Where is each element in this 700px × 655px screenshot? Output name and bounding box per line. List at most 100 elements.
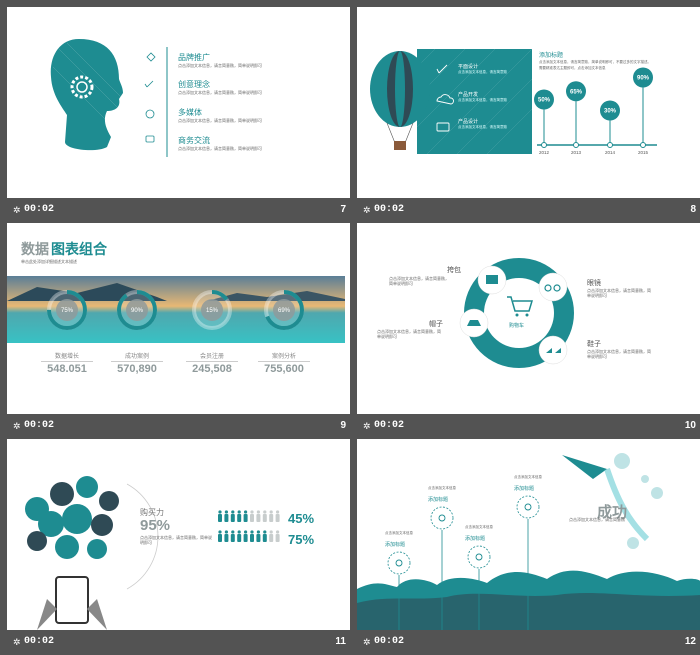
gear-icon xyxy=(70,75,94,99)
slide11-title: 购买力 xyxy=(140,508,164,517)
person-icon-head xyxy=(263,510,267,514)
slide-12-panel[interactable]: 成功 点击添加文本信息，请言简意赅 添加标题 点击添加文本信息 添加标题 点击添加文本… xyxy=(357,439,700,655)
feature-title-3: 产品设计 xyxy=(458,119,479,125)
timeline-value-bubble xyxy=(633,67,653,88)
slide-11-panel[interactable]: 购买力 95% 点击添加文本信息，请言简意赅，简单说明即可 45% 75% ✲ … xyxy=(7,439,350,655)
slide-7: 品牌推广 点击添加文本信息，请言简意赅，简单说明即可 创意理念 点击添加文本信息… xyxy=(7,7,350,198)
timeline-value-label: 65% xyxy=(570,89,583,95)
person-icon xyxy=(218,514,222,522)
star-transition-icon: ✲ xyxy=(13,421,21,431)
person-icon xyxy=(243,534,248,542)
slide7-item-desc-3: 点击添加文本信息，请言简意赅，简单说明即可 xyxy=(178,118,262,123)
slide-10: 购物车 挎包 点击添加文本信息，请言简意赅，简单说明即可 眼镜 点击添加文本信息… xyxy=(357,223,700,414)
cart-item-desc-2: 点击添加文本信息，请言简意赅，简单说明即可 xyxy=(587,288,651,298)
person-icon-head xyxy=(263,530,267,534)
shoes-icon-bubble xyxy=(538,335,568,365)
person-icon xyxy=(269,534,274,542)
star-transition-icon: ✲ xyxy=(363,205,371,215)
progress-ring-fill xyxy=(47,290,87,330)
timeline-value-bubble xyxy=(600,100,620,121)
hand-tablet-illustration xyxy=(37,576,107,630)
cart-diagram xyxy=(459,258,574,368)
person-icon-head xyxy=(237,530,241,534)
timeline-node xyxy=(573,142,579,148)
inner-circle xyxy=(484,278,554,348)
star-transition-icon: ✲ xyxy=(363,637,371,647)
slide9-title-main: 图表组合 xyxy=(51,241,107,257)
person-icon xyxy=(256,514,261,522)
slide8-graphics: 50% 2012 65% 2013 30% 2014 90% 2015 xyxy=(370,48,657,155)
slide-8-panel[interactable]: 50% 2012 65% 2013 30% 2014 90% 2015 平面设计 点击添加文本… xyxy=(357,7,700,223)
stat-label: 会员注册 xyxy=(199,354,224,360)
progress-ring-label: 15% xyxy=(206,308,219,314)
progress-ring-fill xyxy=(192,290,232,330)
slide-8-number: 8 xyxy=(690,204,696,215)
chat-icon xyxy=(145,135,155,143)
bulb-icon xyxy=(146,52,156,62)
icon-bubble-cluster xyxy=(25,476,119,559)
timeline-node xyxy=(541,142,547,148)
slide-7-panel[interactable]: 品牌推广 点击添加文本信息，请言简意赅，简单说明即可 创意理念 点击添加文本信息… xyxy=(7,7,350,223)
person-icon-head xyxy=(244,530,248,534)
pin-note: 点击添加文本信息 xyxy=(385,531,413,535)
person-icon xyxy=(262,534,267,542)
cart-item-label-1: 挎包 xyxy=(447,267,461,274)
stat-value: 548.051 xyxy=(47,363,87,375)
bag-icon xyxy=(486,275,498,284)
cart-center-label: 购物车 xyxy=(509,323,525,329)
arc-divider xyxy=(126,483,159,590)
timeline-year-label: 2012 xyxy=(539,150,550,155)
person-icon-head xyxy=(224,510,228,514)
stat-value: 755,600 xyxy=(264,363,304,375)
cart-item-label-4: 鞋子 xyxy=(587,341,601,348)
timeline-year-label: 2014 xyxy=(605,150,616,155)
pin-label: 添加标题 xyxy=(514,486,535,492)
shoes-icon xyxy=(546,348,561,353)
timeline-value-label: 30% xyxy=(604,109,617,115)
slide-9-panel[interactable]: 数据 图表组合 单击此处添加详细描述文本描述 75% 90% 15% 69% 数据增长… xyxy=(7,223,350,439)
decor-dots xyxy=(614,453,663,549)
progress-ring-center xyxy=(56,299,78,321)
stat-label: 数据增长 xyxy=(54,354,79,360)
timeline-value-bubble xyxy=(566,81,586,102)
person-icon-head xyxy=(276,510,280,514)
person-icon xyxy=(250,534,254,542)
people-row-1-value: 45% xyxy=(288,511,315,526)
person-icon xyxy=(237,534,242,542)
slide12-graphics xyxy=(357,453,700,630)
slide-11-number: 11 xyxy=(335,636,346,647)
slide-9: 数据 图表组合 单击此处添加详细描述文本描述 75% 90% 15% 69% 数据增长… xyxy=(7,223,350,414)
cart-item-desc-3: 点击添加文本信息，请言简意赅，简单说明即可 xyxy=(377,329,441,339)
timeline-value-label: 50% xyxy=(538,98,551,104)
slide7-item-title-2: 创意理念 xyxy=(178,80,210,89)
slide-12-caption: ✲ 00:02 12 xyxy=(357,630,700,655)
slide-11-caption: ✲ 00:02 11 xyxy=(7,630,350,655)
pin-label: 添加标题 xyxy=(465,536,486,542)
person-icon-head xyxy=(237,510,241,514)
globe-icon xyxy=(145,109,155,119)
progress-ring-label: 69% xyxy=(278,308,291,314)
star-transition-icon: ✲ xyxy=(13,205,21,215)
person-icon-head xyxy=(231,530,235,534)
slide-8-time: 00:02 xyxy=(374,204,405,215)
progress-ring-label: 90% xyxy=(131,308,144,314)
cart-item-label-3: 帽子 xyxy=(429,321,443,328)
person-icon-head xyxy=(218,510,222,514)
hot-air-balloon-illustration xyxy=(370,51,430,150)
person-icon-head xyxy=(269,530,273,534)
person-icon xyxy=(250,514,254,522)
pin-label: 添加标题 xyxy=(428,497,449,503)
rocket-icon xyxy=(144,80,154,88)
plane-icon xyxy=(475,553,483,561)
feature-desc-1: 点击添加文本信息，请言简意赅 xyxy=(458,70,507,74)
slide-7-time: 00:02 xyxy=(24,204,55,215)
stat-divider xyxy=(186,361,238,362)
slide7-item-desc-4: 点击添加文本信息，请言简意赅，简单说明即可 xyxy=(178,146,262,151)
feature-title-2: 产品开发 xyxy=(458,92,479,98)
slide-8-caption: ✲ 00:02 8 xyxy=(357,198,700,223)
star-icon-bubble xyxy=(430,506,454,530)
stat-label: 成功案例 xyxy=(124,354,149,360)
stat-divider xyxy=(41,361,93,362)
slide-10-panel[interactable]: 购物车 挎包 点击添加文本信息，请言简意赅，简单说明即可 眼镜 点击添加文本信息… xyxy=(357,223,700,439)
person-icon-head xyxy=(276,530,280,534)
